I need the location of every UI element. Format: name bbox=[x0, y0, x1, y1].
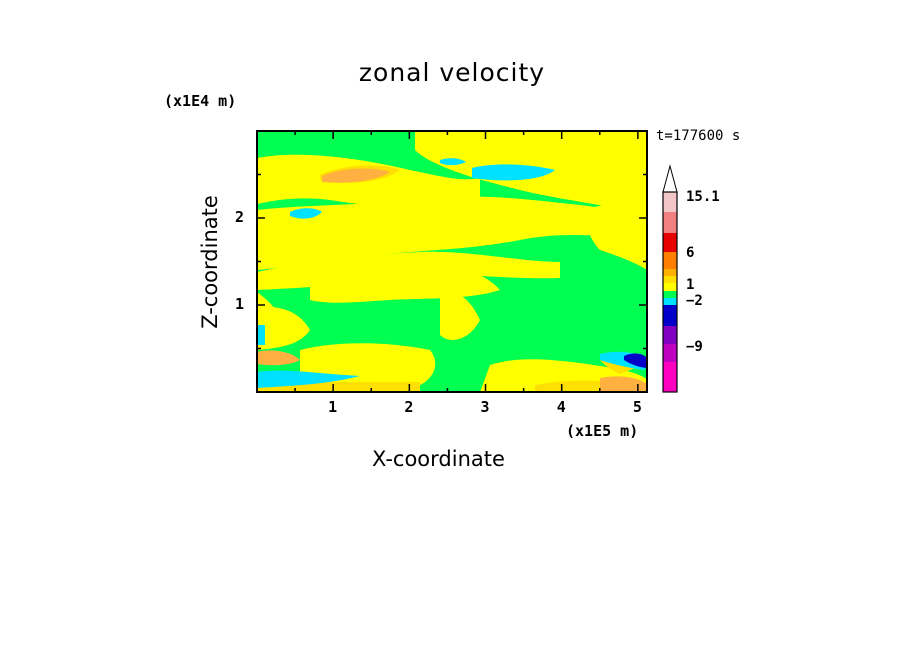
colorbar-band bbox=[663, 283, 677, 291]
x-axis-label: X-coordinate bbox=[372, 447, 505, 471]
colorbar-band bbox=[663, 326, 677, 344]
colorbar-band bbox=[663, 344, 677, 362]
colorbar bbox=[662, 164, 678, 393]
colorbar-band bbox=[663, 291, 677, 298]
colorbar-band bbox=[663, 362, 677, 392]
negative-velocity-region bbox=[290, 208, 322, 219]
negative-velocity-region bbox=[257, 325, 265, 345]
x-axis-multiplier: (x1E5 m) bbox=[566, 422, 639, 440]
x-tick-label: 3 bbox=[480, 398, 490, 416]
chart-title: zonal velocity bbox=[358, 58, 546, 87]
y-axis-label: Z-coordinate bbox=[198, 195, 222, 329]
contour-field bbox=[257, 131, 647, 392]
positive-strong-region bbox=[322, 168, 390, 183]
colorbar-label: 1 bbox=[686, 277, 695, 293]
negative-velocity-region bbox=[257, 370, 360, 388]
colorbar-band bbox=[663, 252, 677, 269]
colorbar-label: 15.1 bbox=[686, 189, 720, 205]
colorbar-label: 6 bbox=[686, 245, 695, 261]
time-label: t=177600 s bbox=[656, 128, 741, 144]
positive-strong-region bbox=[257, 350, 300, 366]
y-tick-label: 1 bbox=[235, 295, 245, 313]
positive-velocity-region bbox=[585, 201, 647, 270]
colorbar-band bbox=[663, 298, 677, 305]
negative-velocity-region bbox=[472, 164, 555, 181]
positive-velocity-region bbox=[257, 154, 480, 209]
y-axis-multiplier: (x1E4 m) bbox=[164, 92, 237, 110]
colorbar-band bbox=[663, 212, 677, 233]
negative-strong-region bbox=[624, 353, 646, 368]
x-tick-label: 5 bbox=[632, 398, 642, 416]
y-tick-label: 2 bbox=[235, 208, 245, 226]
axis-ticks bbox=[257, 131, 647, 392]
x-tick-label: 4 bbox=[556, 398, 566, 416]
positive-strong-region bbox=[600, 376, 647, 392]
colorbar-label: −2 bbox=[686, 293, 703, 309]
colorbar-band bbox=[663, 269, 677, 276]
colorbar-band bbox=[663, 233, 677, 252]
x-tick-label: 2 bbox=[404, 398, 414, 416]
x-tick-label: 1 bbox=[328, 398, 338, 416]
positive-velocity-region bbox=[257, 196, 647, 270]
colorbar-band bbox=[663, 305, 677, 326]
colorbar-band bbox=[663, 192, 677, 212]
colorbar-band bbox=[663, 276, 677, 283]
negative-velocity-region bbox=[440, 158, 466, 166]
colorbar-label: −9 bbox=[686, 339, 703, 355]
colorbar-arrow bbox=[662, 164, 678, 193]
positive-velocity-region bbox=[440, 291, 480, 340]
colorbar-frame bbox=[662, 191, 678, 393]
